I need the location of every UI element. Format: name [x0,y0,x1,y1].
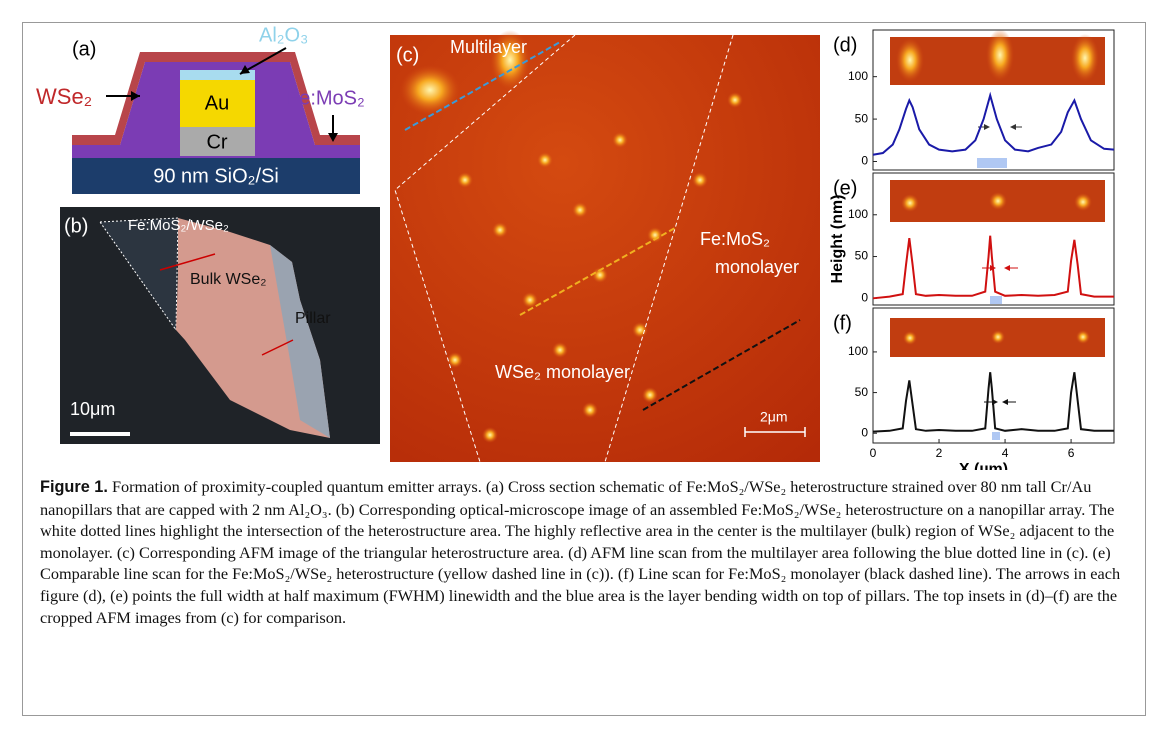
x-tick-label: 0 [870,446,877,460]
chart-title: (d) [833,34,857,56]
chart-title: (f) [833,312,852,334]
panel-label: (c) [396,44,419,66]
x-axis-label: X (µm) [959,461,1008,470]
label: Multilayer [450,37,527,57]
y-tick-label: 0 [861,154,868,168]
y-tick-label: 100 [848,69,868,83]
label: Al₂O₃ [259,24,308,46]
x-tick-label: 4 [1002,446,1009,460]
line [873,236,1114,299]
label: WSe₂ monolayer [495,362,630,382]
caption: Figure 1. Formation of proximity-coupled… [40,476,1130,628]
label: monolayer [715,257,799,277]
panel-label: (b) [64,215,88,237]
panel-label: (a) [72,38,96,60]
caption-label: Figure 1. [40,478,108,496]
y-axis-label: Height (nm) [829,195,846,284]
label: 2μm [760,409,788,425]
caption-text: Formation of proximity-coupled quantum e… [40,477,1120,627]
label: Cr [206,131,227,153]
y-tick-label: 100 [848,207,868,221]
label: WSe₂ [36,84,92,109]
y-tick-label: 100 [848,344,868,358]
y-tick-label: 0 [861,425,868,439]
label: Au [205,92,229,114]
label: Bulk WSe₂ [190,271,266,288]
label: 10μm [70,399,115,419]
label: Pillar [295,310,331,327]
x-tick-label: 6 [1068,446,1075,460]
label: Fe:MoS₂ [700,229,770,249]
label: Fe:MoS₂/WSe₂ [128,217,229,234]
label: 90 nm SiO₂/Si [153,165,279,187]
line [873,95,1114,154]
page: (a) Al₂O₃ WSe₂ Fe:MoS₂ Au Cr 90 nm SiO₂/… [0,0,1169,738]
line [873,372,1114,431]
y-tick-label: 50 [855,249,869,263]
y-tick-label: 50 [855,111,869,125]
x-tick-label: 2 [936,446,943,460]
figure: (a) Al₂O₃ WSe₂ Fe:MoS₂ Au Cr 90 nm SiO₂/… [0,0,1169,470]
y-tick-label: 0 [861,290,868,304]
label: Fe:MoS₂ [287,87,365,109]
y-tick-label: 50 [855,385,869,399]
